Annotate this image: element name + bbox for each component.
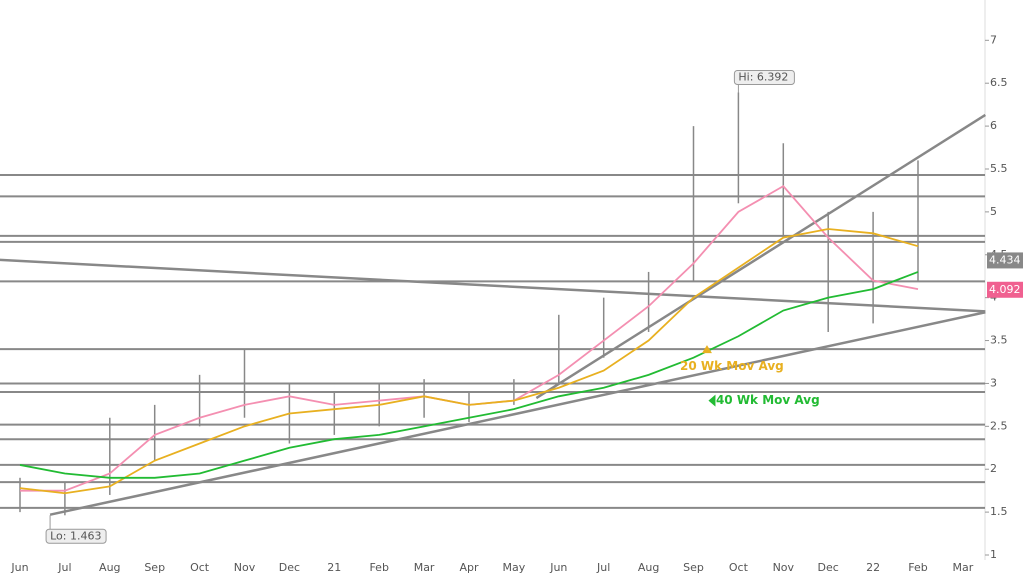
x-tick-label: Sep — [144, 561, 165, 574]
x-tick-label: Mar — [953, 561, 974, 574]
x-tick-label: Jul — [57, 561, 71, 574]
x-tick-label: 21 — [327, 561, 341, 574]
y-tick-label: 2.5 — [990, 419, 1008, 432]
x-tick-label: Aug — [99, 561, 120, 574]
x-tick-label: Nov — [773, 561, 795, 574]
y-tick-label: 6.5 — [990, 76, 1008, 89]
legend-marker — [708, 394, 716, 407]
annotation: Hi: 6.392 — [733, 69, 795, 85]
x-tick-label: Dec — [279, 561, 300, 574]
x-tick-label: Apr — [459, 561, 479, 574]
annotation-box — [733, 69, 795, 85]
x-tick-label: Mar — [414, 561, 435, 574]
ma-line — [19, 228, 919, 495]
y-tick-label: 2 — [990, 462, 997, 475]
price-tag-label: 4.092 — [989, 283, 1021, 296]
y-tick-label: 1.5 — [990, 505, 1008, 518]
price-tag — [987, 252, 1023, 269]
annotation-box — [45, 528, 107, 544]
x-tick-label: Feb — [908, 561, 927, 574]
x-tick-label: 22 — [866, 561, 880, 574]
x-tick-label: Feb — [369, 561, 388, 574]
y-tick-label: 3 — [990, 376, 997, 389]
x-tick-label: Jul — [596, 561, 610, 574]
x-tick-label: Oct — [729, 561, 749, 574]
trend-line — [535, 113, 987, 400]
plot-background — [0, 0, 985, 560]
x-tick-label: Aug — [638, 561, 659, 574]
price-tag — [987, 281, 1023, 298]
price-tag-label: 4.434 — [989, 253, 1021, 266]
x-tick-label: Sep — [683, 561, 704, 574]
x-tick-label: Jun — [549, 561, 567, 574]
legend-marker — [701, 345, 712, 354]
annotation: Lo: 1.463 — [45, 528, 107, 544]
y-tick-label: 3.5 — [990, 334, 1008, 347]
y-tick-label: 5 — [990, 205, 997, 218]
y-tick-label: 1 — [990, 548, 997, 561]
x-tick-label: Nov — [234, 561, 256, 574]
legend-entry: 20 Wk Mov Avg — [680, 359, 784, 373]
legend-entry: 40 Wk Mov Avg — [716, 393, 820, 407]
y-tick-label: 6 — [990, 119, 997, 132]
x-tick-label: Oct — [190, 561, 210, 574]
trend-line — [0, 258, 986, 313]
y-tick-label: 7 — [990, 33, 997, 46]
y-tick-label: 5.5 — [990, 162, 1008, 175]
ma-line — [19, 271, 919, 479]
x-tick-label: Dec — [818, 561, 839, 574]
annotation-text: Hi: 6.392 — [738, 70, 788, 83]
x-tick-label: May — [503, 561, 526, 574]
x-tick-label: Jun — [10, 561, 28, 574]
annotation-text: Lo: 1.463 — [50, 529, 101, 542]
trend-line — [49, 311, 986, 516]
